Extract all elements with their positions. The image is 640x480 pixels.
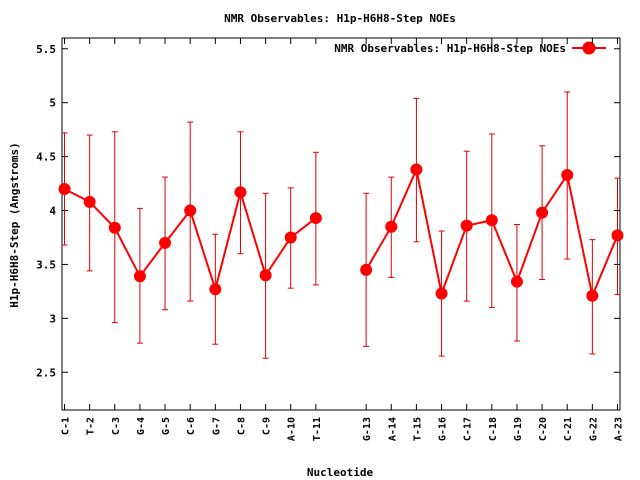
data-point <box>309 212 322 225</box>
data-point <box>611 229 624 242</box>
data-point <box>159 236 172 249</box>
y-tick-label: 3 <box>49 312 56 325</box>
y-axis-label: H1p-H6H8-Step (Angstroms) <box>8 142 21 308</box>
legend-label: NMR Observables: H1p-H6H8-Step NOEs <box>334 42 566 55</box>
x-tick-label: T-2 <box>86 417 97 435</box>
plot-layer: 2.5 3 3.5 4 4.5 5 5.5 C-1 T-2 C-3 G-4 G-5 C-6 G-7 C-8 C… <box>36 37 624 441</box>
data-point <box>460 219 473 232</box>
x-tick-label: G-22 <box>588 417 599 441</box>
x-tick-label: G-7 <box>211 417 222 435</box>
x-tick-label: C-9 <box>262 417 273 435</box>
data-point <box>536 206 549 219</box>
y-tick-label: 4.5 <box>36 151 56 164</box>
x-tick-label: C-6 <box>186 417 197 435</box>
x-tick-label: T-11 <box>312 417 323 441</box>
x-tick-label: C-21 <box>563 417 574 441</box>
x-tick-label: C-3 <box>111 417 122 435</box>
x-tick-label: G-5 <box>161 417 172 435</box>
x-tick-label: A-23 <box>613 417 624 441</box>
data-point <box>586 289 599 302</box>
data-point <box>385 220 398 233</box>
data-point <box>284 231 297 244</box>
data-point <box>360 263 373 276</box>
data-point <box>234 186 247 199</box>
data-point <box>561 168 574 181</box>
y-tick-label: 5.5 <box>36 43 56 56</box>
x-tick-label: C-18 <box>488 417 499 441</box>
x-tick-label: C-8 <box>236 417 247 435</box>
legend: NMR Observables: H1p-H6H8-Step NOEs <box>334 41 606 55</box>
data-point <box>184 204 197 217</box>
legend-marker <box>582 41 596 55</box>
y-tick-label: 4 <box>49 205 56 218</box>
data-point <box>485 214 498 227</box>
data-point <box>133 270 146 283</box>
chart-title: NMR Observables: H1p-H6H8-Step NOEs <box>224 12 456 25</box>
x-tick-label: T-15 <box>412 417 423 441</box>
x-tick-label: C-17 <box>463 417 474 441</box>
y-tick-label: 3.5 <box>36 258 56 271</box>
x-tick-label: G-16 <box>438 417 449 441</box>
x-tick-label: C-20 <box>538 417 549 441</box>
y-tick-label: 2.5 <box>36 366 56 379</box>
data-point <box>510 275 523 288</box>
data-point <box>108 221 121 234</box>
data-point <box>435 287 448 300</box>
x-tick-label: C-1 <box>61 417 72 435</box>
data-point <box>209 283 222 296</box>
x-tick-label: G-19 <box>513 417 524 441</box>
y-tick-label: 5 <box>49 97 56 110</box>
data-point <box>259 269 272 282</box>
data-point <box>58 182 71 195</box>
x-tick-label: A-14 <box>387 417 398 441</box>
data-point <box>83 195 96 208</box>
data-point <box>410 163 423 176</box>
plot-frame <box>61 37 621 411</box>
x-tick-label: A-10 <box>287 417 298 441</box>
x-tick-label: G-13 <box>362 417 373 441</box>
x-tick-label: G-4 <box>136 417 147 435</box>
x-axis-label: Nucleotide <box>307 466 374 479</box>
